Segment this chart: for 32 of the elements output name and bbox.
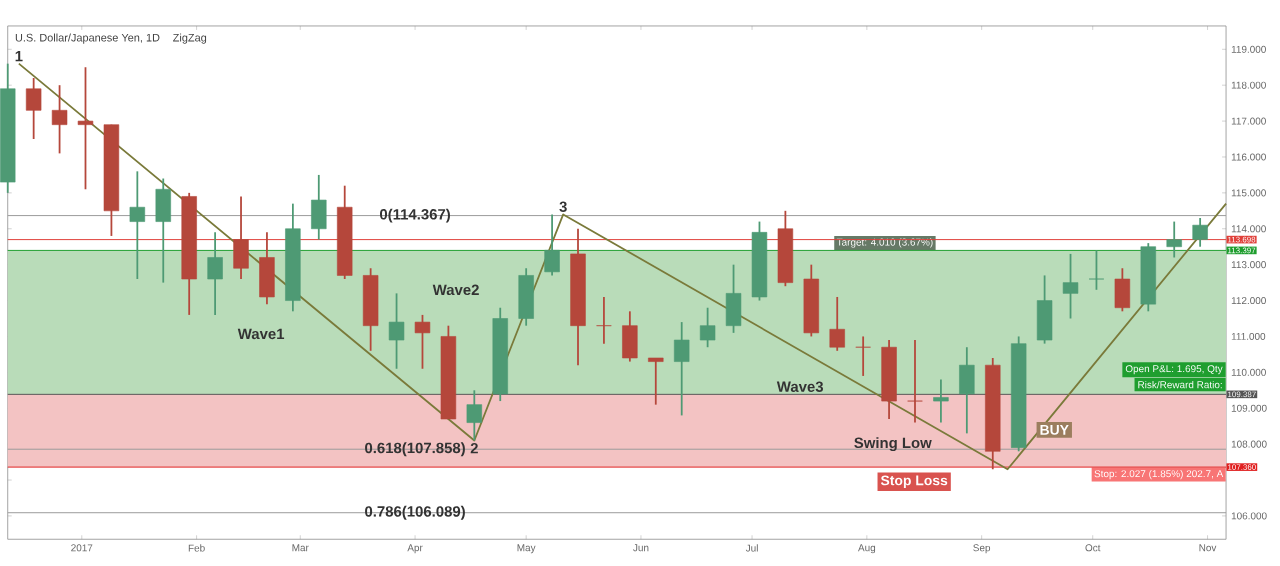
candlestick [129,170,146,281]
candlestick [77,66,94,191]
candlestick [829,296,845,353]
candlestick [25,77,42,141]
candlestick [1192,217,1208,248]
candlestick [1062,253,1079,320]
candlestick [233,195,249,281]
candlestick [1088,249,1105,292]
candlestick [1166,221,1182,259]
candlestick [155,177,171,284]
candlestick [1114,267,1131,313]
candlestick [648,357,664,406]
candlestick [1036,274,1053,345]
candlestick [388,292,405,371]
candlestick [959,346,975,435]
candlestick [259,231,275,306]
candlestick [933,379,949,424]
candlestick [51,84,68,155]
candlestick [699,307,716,349]
candlestick [207,231,223,317]
candlestick [907,339,923,424]
candlestick [855,335,871,378]
candlestick [466,389,483,442]
candlestick [622,310,638,363]
line-series [17,63,1227,471]
candlestick [311,174,327,241]
candlestick [518,267,534,327]
candlestick [725,264,742,335]
candlestick [596,296,612,345]
candlestick [544,213,560,277]
candlestick [414,314,431,371]
candlestick [673,321,690,417]
